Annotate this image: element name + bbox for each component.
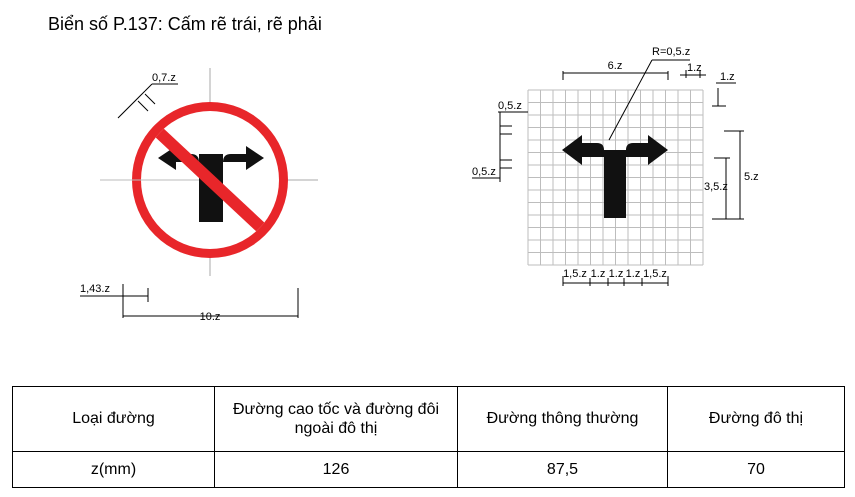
header-urban-road: Đường đô thị	[667, 386, 845, 452]
prohibition-sign	[100, 68, 318, 276]
cell-expressway-value: 126	[214, 451, 458, 488]
dimension-table: Loại đường Đường cao tốc và đường đôi ng…	[12, 386, 845, 488]
dim-grid-unit: 1.z	[720, 71, 735, 83]
header-normal-road: Đường thông thường	[457, 386, 668, 452]
dim-bottom-2: 1.z	[591, 268, 606, 280]
cell-unit: z(mm)	[12, 451, 215, 488]
bottom-dimension-labels: 1,5.z 1.z 1.z 1.z 1,5.z	[563, 268, 667, 280]
dim-border-thickness: 0,7.z	[152, 72, 176, 84]
grid-arrow-icon	[562, 135, 668, 218]
dim-upper-offset: 0,5.z	[498, 100, 522, 112]
right-dimensions	[472, 59, 744, 286]
header-expressway: Đường cao tốc và đường đôi ngoài đô thị	[214, 386, 458, 452]
dim-head-size: 1.z	[687, 62, 702, 74]
dim-bottom-1: 1,5.z	[563, 268, 587, 280]
page-title: Biển số P.137: Cấm rẽ trái, rẽ phải	[48, 14, 322, 34]
dim-total-height: 5.z	[744, 171, 759, 183]
prohibition-bar	[145, 119, 275, 241]
dim-diameter: 10.z	[200, 311, 221, 323]
cell-urban-value: 70	[667, 451, 845, 488]
dim-bottom-5: 1,5.z	[643, 268, 667, 280]
sign-drawing: 0,7.z 1,43.z 10.z	[80, 46, 759, 323]
dim-bottom-4: 1.z	[626, 268, 641, 280]
table-row: z(mm) 126 87,5 70	[12, 451, 845, 488]
construction-grid	[527, 89, 704, 266]
dim-bottom-3: 1.z	[609, 268, 624, 280]
dim-stem-height: 3,5.z	[704, 181, 728, 193]
dim-arrow-width: 6.z	[608, 60, 623, 72]
table-header-row: Loại đường Đường cao tốc và đường đôi ng…	[12, 386, 845, 452]
cell-normal-value: 87,5	[457, 451, 668, 488]
header-road-type: Loại đường	[12, 386, 215, 452]
left-dimensions	[80, 83, 299, 318]
dim-lower-offset: 0,5.z	[472, 166, 496, 178]
dim-margin: 1,43.z	[80, 283, 110, 295]
dim-radius: R=0,5.z	[652, 46, 690, 58]
